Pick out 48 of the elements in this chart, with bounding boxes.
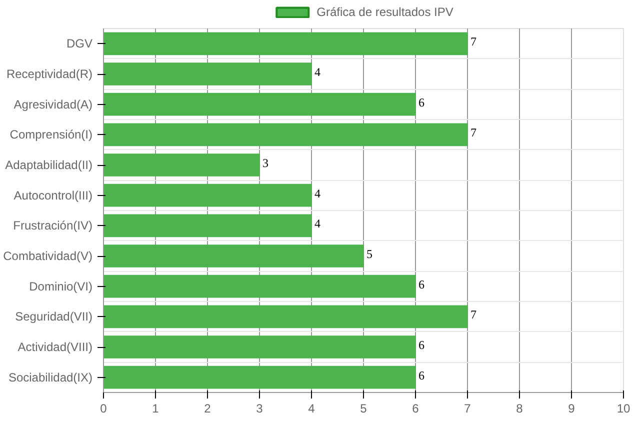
legend-label: Gráfica de resultados IPV [316,5,454,19]
bar [104,32,468,56]
data-label: 3 [262,156,268,170]
data-label: 7 [470,308,476,322]
data-label: 6 [418,277,424,292]
y-tick-label: Dominio(VI) [29,279,93,294]
x-tick-label: 8 [516,402,524,416]
x-tick-label: 3 [256,402,264,416]
y-tick-label: DGV [66,36,93,51]
bar [104,366,416,389]
x-tick-label: 2 [204,402,212,416]
bar [104,244,364,268]
bar [104,274,416,298]
y-tick-label: Seguridad(VII) [15,310,93,324]
y-tick-label: Agresividad(A) [14,97,93,112]
bar [104,214,312,238]
bar [104,154,260,176]
bar [104,62,312,86]
y-tick-label: Frustración(IV) [13,218,93,233]
x-tick-label: 5 [360,402,368,416]
data-label: 7 [470,126,476,140]
data-label: 6 [418,338,424,352]
data-label: 7 [470,34,476,49]
bar [104,184,312,207]
y-tick-label: Sociabilidad(IX) [8,370,93,384]
x-tick-label: 7 [464,402,472,416]
data-label: 6 [418,95,424,110]
y-tick-label: Adaptabilidad(II) [5,158,93,172]
data-label: 4 [314,65,320,79]
y-tick-label: Actividad(VIII) [18,340,93,354]
data-label: 4 [314,216,320,231]
y-tick-label: Combatividad(V) [3,249,93,263]
x-tick-label: 10 [616,402,630,416]
x-tick-label: 1 [152,402,160,416]
bar [104,92,416,116]
bar [104,123,468,146]
x-tick-label: 0 [100,402,108,416]
data-label: 5 [366,247,372,261]
bar [104,305,468,328]
x-tick-label: 4 [308,402,316,416]
data-label: 4 [314,186,320,200]
data-label: 6 [418,368,424,382]
y-tick-label: Comprensión(I) [10,128,93,142]
x-tick-label: 9 [568,402,576,416]
bar [104,336,416,358]
y-tick-label: Autocontrol(III) [14,188,93,202]
y-tick-label: Receptividad(R) [6,67,93,81]
x-tick-label: 6 [412,402,420,416]
